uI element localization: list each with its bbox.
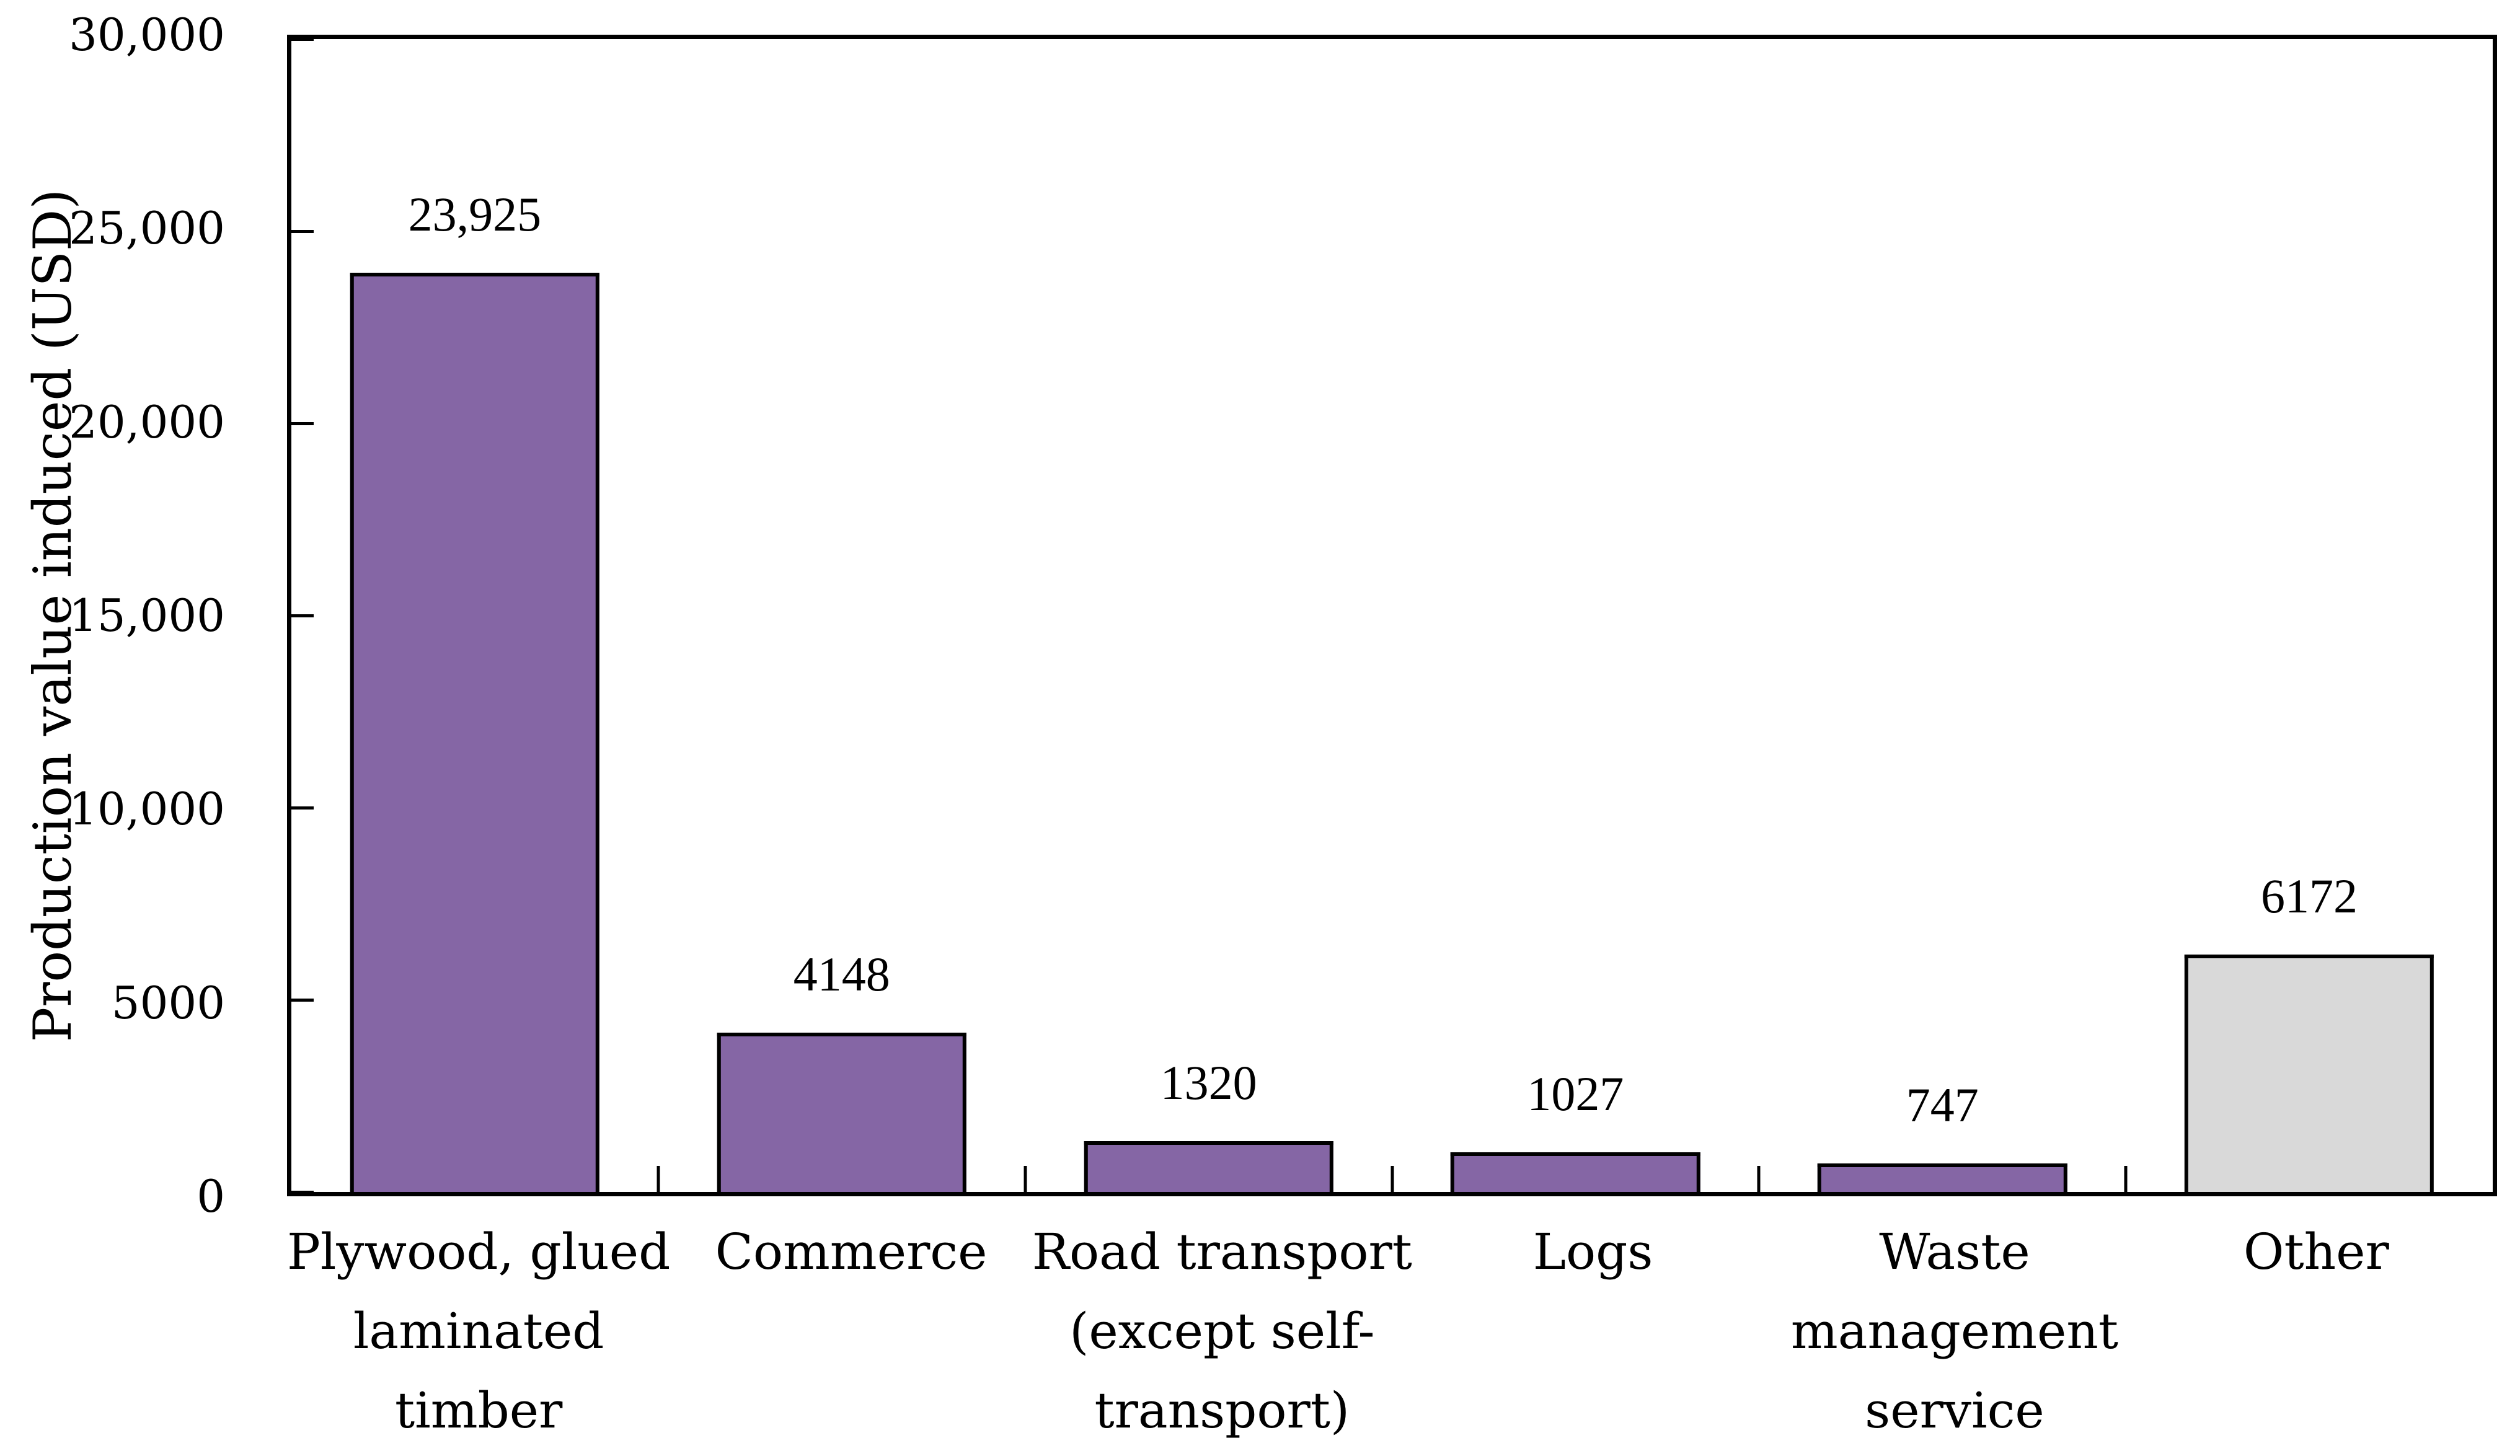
bar-value-label: 6172	[2261, 869, 2358, 924]
bar-value-label: 4148	[793, 946, 890, 1001]
category-label: Waste management service	[1790, 1223, 2119, 1439]
y-tick-label: 0	[197, 1170, 225, 1222]
category-label: Plywood, glued laminated timber	[287, 1223, 671, 1439]
bar-value-label: 1027	[1527, 1067, 1624, 1121]
x-tick-mark	[657, 1166, 660, 1192]
y-tick-label: 25,000	[69, 202, 225, 255]
bar-slot: 747	[1759, 39, 2126, 1192]
bar-slots: 23,925 4148 1320 1027 747 6172	[291, 39, 2493, 1192]
category-label: Logs	[1532, 1223, 1653, 1281]
x-axis-category-labels: Plywood, glued laminated timber Commerce Roa…	[287, 1212, 2497, 1450]
y-tick-label: 10,000	[69, 783, 225, 836]
bar-value-label: 23,925	[408, 187, 542, 241]
bar-slot: 1027	[1392, 39, 1759, 1192]
bar	[1084, 1141, 1333, 1192]
bar	[1818, 1163, 2067, 1192]
y-tick-label: 20,000	[69, 395, 225, 448]
bar	[1451, 1152, 1700, 1192]
bar	[350, 272, 600, 1192]
y-tick-label: 30,000	[69, 9, 225, 61]
bar-value-label: 747	[1906, 1077, 1979, 1132]
x-tick-mark	[1390, 1166, 1394, 1192]
bar-slot: 6172	[2126, 39, 2493, 1192]
y-tick-mark	[291, 421, 314, 425]
y-tick-mark	[291, 806, 314, 810]
plot-area: 23,925 4148 1320 1027 747 6172	[287, 35, 2497, 1196]
category-label: Road transport (except self-transport)	[1032, 1223, 1412, 1439]
y-tick-mark	[291, 999, 314, 1002]
x-tick-mark	[1757, 1166, 1761, 1192]
x-tick-mark	[2124, 1166, 2128, 1192]
y-tick-mark	[291, 229, 314, 233]
y-tick-mark	[291, 614, 314, 617]
y-tick-label: 5000	[111, 976, 225, 1029]
bar	[717, 1032, 966, 1192]
bar-slot: 1320	[1025, 39, 1392, 1192]
bar-slot: 4148	[658, 39, 1025, 1192]
bar-slot: 23,925	[291, 39, 658, 1192]
y-tick-mark	[291, 1191, 314, 1194]
y-axis-tick-labels: 0 5000 10,000 15,000 20,000 25,000 30,000	[0, 12, 225, 1219]
category-label: Commerce	[715, 1223, 988, 1281]
y-tick-mark	[291, 38, 314, 41]
bar	[2184, 955, 2434, 1192]
y-tick-label: 15,000	[69, 589, 225, 642]
x-tick-mark	[1023, 1166, 1027, 1192]
bar-value-label: 1320	[1160, 1056, 1257, 1110]
category-label: Other	[2243, 1223, 2389, 1281]
